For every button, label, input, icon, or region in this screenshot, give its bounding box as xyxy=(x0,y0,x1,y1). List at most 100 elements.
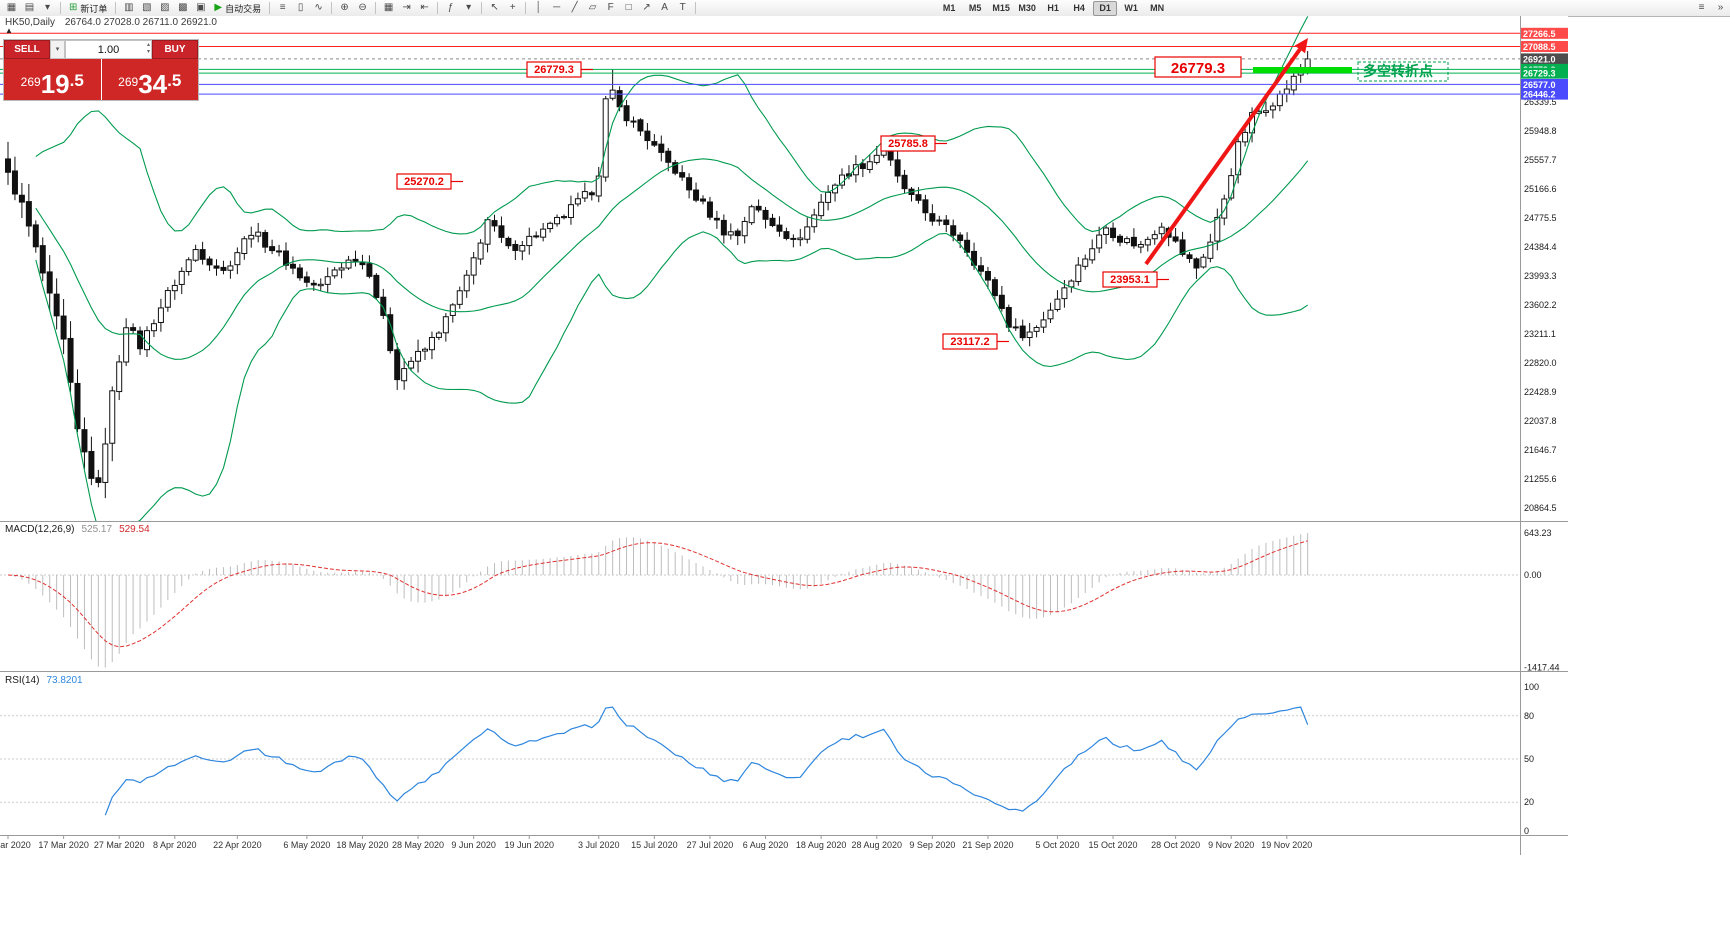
svg-text:-1417.44: -1417.44 xyxy=(1524,663,1560,673)
horizontal-line-icon[interactable]: ─ xyxy=(553,2,561,13)
ohlc-readout: 26764.0 27028.0 26711.0 26921.0 xyxy=(64,17,217,28)
zoom-in-icon[interactable]: ⊕ xyxy=(340,2,349,13)
chart-canvas[interactable]: 26339.5 25948.8 25557.7 25166.6 24775.5 24384… xyxy=(0,16,1568,945)
crosshair-icon[interactable]: + xyxy=(509,2,516,13)
candlestick-chart-icon[interactable]: ▯ xyxy=(297,2,304,13)
buy-price-display[interactable]: 269 34.5 xyxy=(101,59,198,100)
price-axis: 26339.5 25948.8 25557.7 25166.6 24775.5 24384… xyxy=(0,16,1568,855)
svg-text:22 Apr 2020: 22 Apr 2020 xyxy=(213,840,262,850)
svg-text:25557.7: 25557.7 xyxy=(1524,155,1557,165)
svg-text:24775.5: 24775.5 xyxy=(1524,213,1557,223)
chart-window[interactable]: 26339.5 25948.8 25557.7 25166.6 24775.5 24384… xyxy=(0,16,1568,945)
rsi-indicator-label: RSI(14) 73.8201 xyxy=(5,675,90,686)
svg-text:0.00: 0.00 xyxy=(1524,570,1542,580)
timeframe-w1[interactable]: W1 xyxy=(1124,2,1138,13)
price-annotations[interactable]: 26779.3 25270.2 25785.8 23953.1 23117.2 26779… xyxy=(396,56,1242,350)
equidistant-channel-icon[interactable]: ▱ xyxy=(588,2,597,13)
chart-drawings[interactable]: 多空转折点 xyxy=(1144,38,1449,266)
text-icon[interactable]: A xyxy=(661,2,668,13)
one-click-trading-panel: SELL ▾ 1.00 ▴ ▾ BUY 269 19.5 269 34.5 xyxy=(3,39,199,101)
svg-text:19 Jun 2020: 19 Jun 2020 xyxy=(504,840,554,850)
svg-text:50: 50 xyxy=(1524,754,1534,764)
toolbar-separator xyxy=(481,2,483,14)
arrow-object-icon[interactable]: ↗ xyxy=(642,2,651,13)
svg-text:26729.3: 26729.3 xyxy=(1523,69,1556,79)
buy-button[interactable]: BUY xyxy=(152,40,198,59)
navigator-icon[interactable]: ▨ xyxy=(160,2,170,13)
trade-panel-collapse-icon[interactable]: ▲ xyxy=(5,26,13,35)
lot-size-input[interactable]: 1.00 ▴ ▾ xyxy=(65,40,152,59)
price-marker xyxy=(1521,67,1568,79)
svg-text:643.23: 643.23 xyxy=(1524,528,1552,538)
new-chart-icon[interactable]: ▦ xyxy=(6,2,17,13)
new-order-button[interactable]: ⊞ 新订单 xyxy=(65,1,111,15)
data-window-icon[interactable]: ▧ xyxy=(142,2,152,13)
shapes-icon[interactable]: □ xyxy=(625,2,632,13)
zoom-out-icon[interactable]: ⊖ xyxy=(358,2,367,13)
price-marker xyxy=(1521,40,1568,52)
indicators-dropdown-icon[interactable]: ▾ xyxy=(466,2,472,13)
toolbar-separator xyxy=(331,2,333,14)
svg-text:25785.8: 25785.8 xyxy=(888,138,928,150)
svg-text:26921.0: 26921.0 xyxy=(1523,54,1556,64)
order-type-dropdown[interactable]: ▾ xyxy=(50,40,65,59)
svg-text:8 Apr 2020: 8 Apr 2020 xyxy=(153,840,197,850)
cursor-icon[interactable]: ↖ xyxy=(490,2,499,13)
vertical-line-icon[interactable]: │ xyxy=(535,2,542,13)
svg-text:9 Jun 2020: 9 Jun 2020 xyxy=(451,840,496,850)
trendline-icon[interactable]: ╱ xyxy=(571,2,578,13)
svg-text:15 Oct 2020: 15 Oct 2020 xyxy=(1089,840,1138,850)
svg-text:21 Sep 2020: 21 Sep 2020 xyxy=(962,840,1013,850)
terminal-icon[interactable]: ▩ xyxy=(178,2,188,13)
bar-chart-icon[interactable]: ≡ xyxy=(279,2,286,13)
svg-text:23117.2: 23117.2 xyxy=(950,336,989,348)
toolbar-more-icon[interactable]: » xyxy=(1717,2,1724,13)
timeframe-m1[interactable]: M1 xyxy=(942,2,956,13)
sell-price-display[interactable]: 269 19.5 xyxy=(4,59,102,100)
autotrade-button[interactable]: ▶ 自动交易 xyxy=(210,1,265,15)
toolbar-separator xyxy=(695,2,697,14)
turning-point-note: 多空转折点 xyxy=(1363,63,1433,79)
svg-text:23602.2: 23602.2 xyxy=(1524,300,1557,310)
timeframe-d1[interactable]: D1 xyxy=(1093,0,1118,16)
strategy-tester-icon[interactable]: ▣ xyxy=(196,2,206,13)
timeframe-m30[interactable]: M30 xyxy=(1018,2,1036,13)
auto-scroll-icon[interactable]: ⇥ xyxy=(402,2,411,13)
timeframe-h1[interactable]: H1 xyxy=(1047,2,1059,13)
annotation-box xyxy=(1154,56,1242,78)
sell-price-small: 269 xyxy=(20,75,41,89)
svg-text:25948.8: 25948.8 xyxy=(1524,126,1557,136)
timeframe-m5[interactable]: M5 xyxy=(968,2,982,13)
line-chart-icon[interactable]: ∿ xyxy=(314,2,323,13)
svg-text:28 May 2020: 28 May 2020 xyxy=(392,840,444,850)
macd-name: MACD(12,26,9) xyxy=(5,524,75,535)
chart-profiles-icon[interactable]: ▤ xyxy=(24,2,35,13)
macd-panel xyxy=(0,533,1520,668)
price-marker xyxy=(1521,78,1568,90)
text-label-icon[interactable]: T xyxy=(679,2,686,13)
svg-text:22037.8: 22037.8 xyxy=(1524,416,1557,426)
svg-text:9 Nov 2020: 9 Nov 2020 xyxy=(1208,840,1254,850)
timeframe-m15[interactable]: M15 xyxy=(992,2,1010,13)
svg-text:17 Mar 2020: 17 Mar 2020 xyxy=(38,840,89,850)
tile-windows-icon[interactable]: ▦ xyxy=(383,2,394,13)
time-axis: 5 Mar 2020 17 Mar 2020 27 Mar 2020 8 Apr 20… xyxy=(0,835,1312,850)
lot-spinner[interactable]: ▴ ▾ xyxy=(146,42,150,55)
trend-arrow xyxy=(1144,48,1302,266)
svg-text:6 May 2020: 6 May 2020 xyxy=(283,840,330,850)
trade-panel-prices-row: 269 19.5 269 34.5 xyxy=(4,59,198,100)
toolbar-right-group: ≡» xyxy=(1693,1,1730,15)
toolbar-customize-icon[interactable]: ≡ xyxy=(1698,2,1705,13)
timeframe-h4[interactable]: H4 xyxy=(1073,2,1085,13)
svg-text:100: 100 xyxy=(1524,682,1539,692)
market-watch-icon[interactable]: ▥ xyxy=(124,2,134,13)
sell-button[interactable]: SELL xyxy=(4,40,50,59)
timeframe-mn[interactable]: MN xyxy=(1150,2,1165,13)
trade-panel-controls-row: SELL ▾ 1.00 ▴ ▾ BUY xyxy=(4,40,198,59)
chart-shift-icon[interactable]: ⇤ xyxy=(420,2,429,13)
note-frame xyxy=(1357,61,1449,82)
indicators-icon[interactable]: ƒ xyxy=(447,2,454,13)
fibonacci-icon[interactable]: F xyxy=(607,2,614,13)
profiles-dropdown-icon[interactable]: ▾ xyxy=(44,2,51,13)
